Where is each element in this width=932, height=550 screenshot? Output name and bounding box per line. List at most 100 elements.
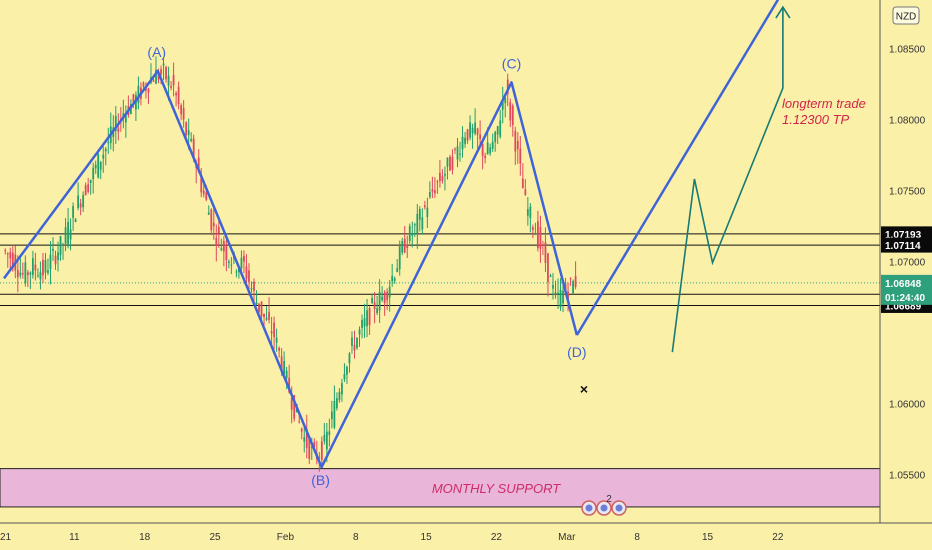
x-marker-icon: × bbox=[580, 381, 588, 397]
candle-up bbox=[529, 206, 532, 218]
candle-down bbox=[225, 246, 228, 261]
candle-down bbox=[215, 237, 218, 246]
candle-down bbox=[436, 181, 439, 183]
candle-down bbox=[273, 322, 275, 338]
candle-up bbox=[31, 258, 34, 276]
candle-up bbox=[94, 164, 97, 169]
candle-up bbox=[323, 434, 326, 442]
candle-down bbox=[200, 175, 203, 193]
candle-up bbox=[549, 275, 552, 277]
candle-down bbox=[172, 74, 175, 86]
candle-down bbox=[574, 276, 577, 287]
candle-up bbox=[348, 353, 351, 364]
candle-up bbox=[265, 317, 268, 320]
candle-down bbox=[353, 344, 356, 351]
candle-down bbox=[170, 86, 172, 88]
price-tick-label: 1.06000 bbox=[889, 399, 926, 410]
candle-up bbox=[250, 287, 253, 290]
candle-down bbox=[34, 264, 37, 271]
candle-down bbox=[205, 192, 208, 200]
wave-label: (D) bbox=[567, 344, 586, 360]
candle-down bbox=[177, 86, 180, 105]
candle-up bbox=[62, 244, 64, 246]
candle-down bbox=[6, 253, 9, 255]
event-badge-dot bbox=[615, 504, 623, 512]
candle-up bbox=[114, 115, 117, 132]
candle-down bbox=[293, 395, 296, 419]
candle-up bbox=[346, 366, 348, 375]
candle-down bbox=[26, 272, 29, 276]
candle-down bbox=[544, 242, 547, 263]
candle-down bbox=[454, 148, 456, 150]
price-tick-label: 1.05500 bbox=[889, 470, 926, 481]
candle-down bbox=[547, 253, 549, 282]
price-tick-label: 1.07500 bbox=[889, 186, 926, 197]
time-tick-label: 22 bbox=[491, 532, 503, 543]
current-price-tag bbox=[881, 274, 932, 305]
candle-down bbox=[423, 205, 426, 208]
candle-down bbox=[243, 255, 245, 262]
candle-up bbox=[371, 297, 373, 303]
candle-up bbox=[461, 136, 464, 150]
candle-up bbox=[496, 126, 499, 135]
candle-up bbox=[235, 271, 238, 273]
candle-down bbox=[268, 311, 270, 320]
candle-down bbox=[182, 108, 185, 120]
price-tick-label: 1.08500 bbox=[889, 44, 926, 55]
candle-up bbox=[358, 329, 361, 335]
candle-down bbox=[280, 356, 283, 373]
candle-up bbox=[74, 219, 77, 222]
candle-up bbox=[64, 227, 67, 244]
candle-down bbox=[160, 69, 162, 75]
currency-badge[interactable] bbox=[892, 6, 920, 25]
candle-up bbox=[471, 128, 474, 134]
candle-up bbox=[428, 192, 431, 197]
candle-down bbox=[147, 88, 150, 93]
time-tick-label: 15 bbox=[702, 532, 714, 543]
candle-down bbox=[521, 178, 524, 189]
candle-up bbox=[341, 383, 343, 395]
candle-down bbox=[202, 190, 205, 195]
candle-up bbox=[155, 69, 157, 84]
candle-up bbox=[162, 63, 165, 66]
candle-up bbox=[504, 97, 507, 104]
candle-up bbox=[310, 446, 313, 448]
candle-down bbox=[192, 138, 195, 159]
candle-down bbox=[185, 122, 188, 136]
candle-up bbox=[325, 431, 328, 450]
candle-up bbox=[401, 241, 404, 253]
projection-line bbox=[575, 0, 780, 336]
candle-down bbox=[42, 259, 44, 276]
candle-up bbox=[356, 337, 358, 348]
candle-up bbox=[572, 281, 574, 294]
candle-up bbox=[393, 278, 396, 281]
time-tick-label: 8 bbox=[634, 532, 640, 543]
candle-up bbox=[122, 113, 125, 118]
candle-down bbox=[539, 226, 542, 249]
candle-up bbox=[104, 148, 107, 152]
candle-down bbox=[524, 189, 527, 195]
candle-up bbox=[343, 373, 346, 380]
time-tick-label: 11 bbox=[69, 532, 80, 543]
candle-up bbox=[97, 153, 100, 178]
event-badge-dot bbox=[600, 504, 608, 512]
candle-down bbox=[569, 278, 572, 280]
price-tick-label: 1.08000 bbox=[889, 115, 926, 126]
candle-down bbox=[567, 291, 569, 299]
candle-down bbox=[263, 313, 265, 317]
candle-down bbox=[484, 155, 487, 159]
current-price-tag-text: 1.06848 bbox=[885, 279, 922, 290]
candle-up bbox=[388, 286, 391, 298]
candle-down bbox=[481, 143, 484, 156]
event-badges[interactable] bbox=[581, 500, 627, 516]
time-tick-label: Mar bbox=[558, 532, 576, 543]
candle-up bbox=[562, 290, 564, 304]
candle-up bbox=[391, 275, 394, 282]
annotation-line-2: 1.12300 TP bbox=[782, 112, 850, 127]
candle-down bbox=[248, 270, 250, 283]
candle-down bbox=[212, 222, 215, 227]
candle-up bbox=[446, 157, 449, 167]
currency-label: NZD bbox=[896, 12, 917, 23]
